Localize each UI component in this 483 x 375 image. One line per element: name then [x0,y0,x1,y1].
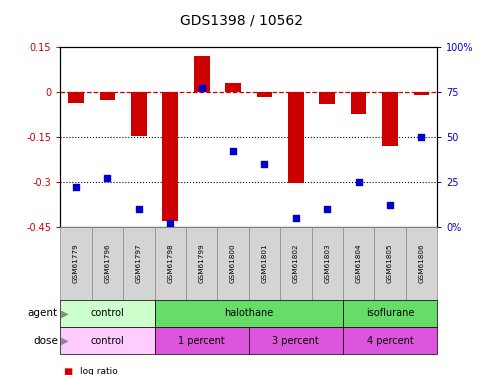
Point [229,148,237,154]
Text: isoflurane: isoflurane [366,309,414,318]
Point [261,161,269,167]
Point [135,206,143,212]
Text: GSM61797: GSM61797 [136,244,142,283]
Point [104,175,112,181]
Bar [382,92,398,146]
Bar [99,92,115,100]
Point [417,134,425,140]
Point [72,184,80,190]
Text: GSM61801: GSM61801 [261,244,268,283]
Point [324,206,331,212]
Bar [351,92,367,114]
Text: dose: dose [33,336,58,345]
Text: agent: agent [28,309,58,318]
Point [166,220,174,226]
Text: GSM61799: GSM61799 [199,244,205,283]
Bar [131,92,147,136]
Text: control: control [91,309,124,318]
Bar [413,92,429,95]
Text: control: control [91,336,124,345]
Point [292,215,299,221]
Text: log ratio: log ratio [80,368,117,375]
Bar [68,92,84,103]
Point [198,85,206,91]
Text: GDS1398 / 10562: GDS1398 / 10562 [180,13,303,28]
Text: GSM61796: GSM61796 [104,244,111,283]
Bar [162,92,178,221]
Text: ■: ■ [63,367,72,375]
Point [355,179,362,185]
Text: 4 percent: 4 percent [367,336,413,345]
Bar [288,92,304,183]
Text: GSM61798: GSM61798 [167,244,173,283]
Text: GSM61803: GSM61803 [324,244,330,283]
Text: GSM61802: GSM61802 [293,244,299,283]
Bar [194,56,210,92]
Text: 3 percent: 3 percent [272,336,319,345]
Text: GSM61804: GSM61804 [355,244,362,283]
Text: 1 percent: 1 percent [178,336,225,345]
Text: GSM61779: GSM61779 [73,244,79,283]
Point [386,202,394,208]
Text: GSM61806: GSM61806 [418,244,425,283]
Text: ▶: ▶ [58,309,69,318]
Bar [225,83,241,92]
Text: ▶: ▶ [58,336,69,345]
Text: GSM61800: GSM61800 [230,244,236,283]
Text: GSM61805: GSM61805 [387,244,393,283]
Text: halothane: halothane [224,309,273,318]
Bar [256,92,272,97]
Bar [319,92,335,104]
